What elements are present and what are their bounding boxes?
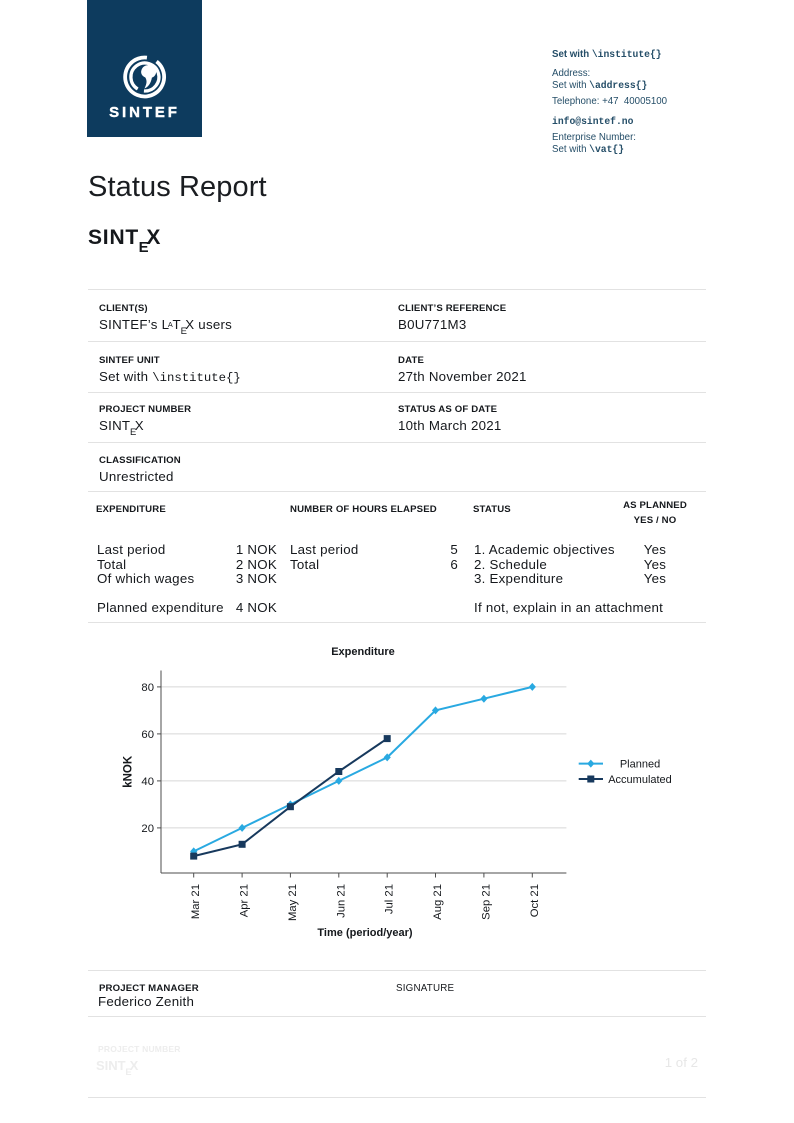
svg-text:Sep 21: Sep 21	[480, 884, 492, 920]
svg-text:Mar 21: Mar 21	[190, 884, 202, 919]
svg-text:80: 80	[141, 682, 154, 694]
svg-text:kNOK: kNOK	[123, 755, 135, 788]
svg-text:Planned: Planned	[620, 759, 660, 771]
svg-text:Oct 21: Oct 21	[529, 884, 541, 917]
svg-text:Apr 21: Apr 21	[239, 884, 251, 917]
svg-text:60: 60	[141, 729, 154, 741]
svg-text:20: 20	[141, 823, 154, 835]
svg-text:40: 40	[141, 776, 154, 788]
svg-text:Aug 21: Aug 21	[432, 884, 444, 920]
svg-text:Jun 21: Jun 21	[335, 884, 347, 918]
svg-text:May 21: May 21	[287, 884, 299, 921]
svg-text:Accumulated: Accumulated	[608, 774, 672, 786]
svg-text:Time (period/year): Time (period/year)	[317, 927, 412, 939]
svg-text:Expenditure: Expenditure	[331, 646, 395, 658]
svg-text:Jul 21: Jul 21	[384, 884, 396, 914]
